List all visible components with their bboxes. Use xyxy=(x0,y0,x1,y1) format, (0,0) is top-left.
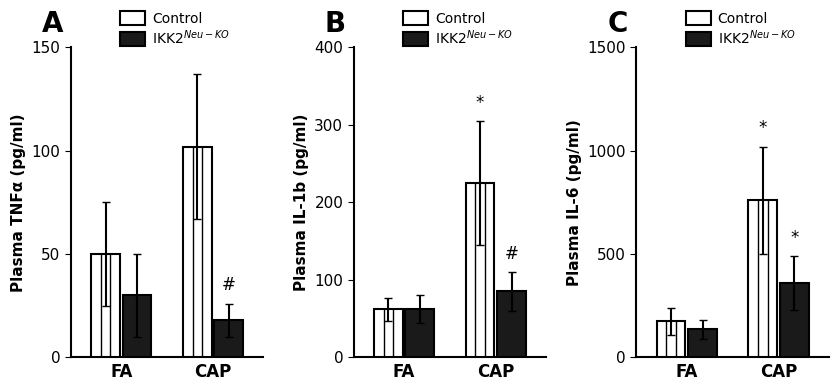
Text: *: * xyxy=(790,229,799,247)
Bar xyxy=(688,329,717,358)
Bar xyxy=(374,309,402,358)
Bar xyxy=(657,321,685,358)
Legend: Control, IKK2$^{Neu-KO}$: Control, IKK2$^{Neu-KO}$ xyxy=(685,11,796,47)
Text: A: A xyxy=(42,10,64,38)
Text: *: * xyxy=(759,119,767,137)
Bar xyxy=(465,183,495,358)
Bar xyxy=(406,309,434,358)
Y-axis label: Plasma IL-6 (pg/ml): Plasma IL-6 (pg/ml) xyxy=(567,119,582,286)
Bar xyxy=(183,147,212,358)
Text: C: C xyxy=(607,10,628,38)
Bar xyxy=(214,320,244,358)
Bar xyxy=(123,295,151,358)
Text: #: # xyxy=(505,245,518,263)
Y-axis label: Plasma TNFα (pg/ml): Plasma TNFα (pg/ml) xyxy=(11,113,26,292)
Bar xyxy=(780,283,809,358)
Text: #: # xyxy=(222,276,236,294)
Text: B: B xyxy=(325,10,346,38)
Bar xyxy=(748,200,777,358)
Bar xyxy=(92,254,120,358)
Bar xyxy=(497,292,526,358)
Legend: Control, IKK2$^{Neu-KO}$: Control, IKK2$^{Neu-KO}$ xyxy=(120,11,230,47)
Text: *: * xyxy=(476,94,485,112)
Legend: Control, IKK2$^{Neu-KO}$: Control, IKK2$^{Neu-KO}$ xyxy=(403,11,513,47)
Y-axis label: Plasma IL-1b (pg/ml): Plasma IL-1b (pg/ml) xyxy=(294,114,309,291)
